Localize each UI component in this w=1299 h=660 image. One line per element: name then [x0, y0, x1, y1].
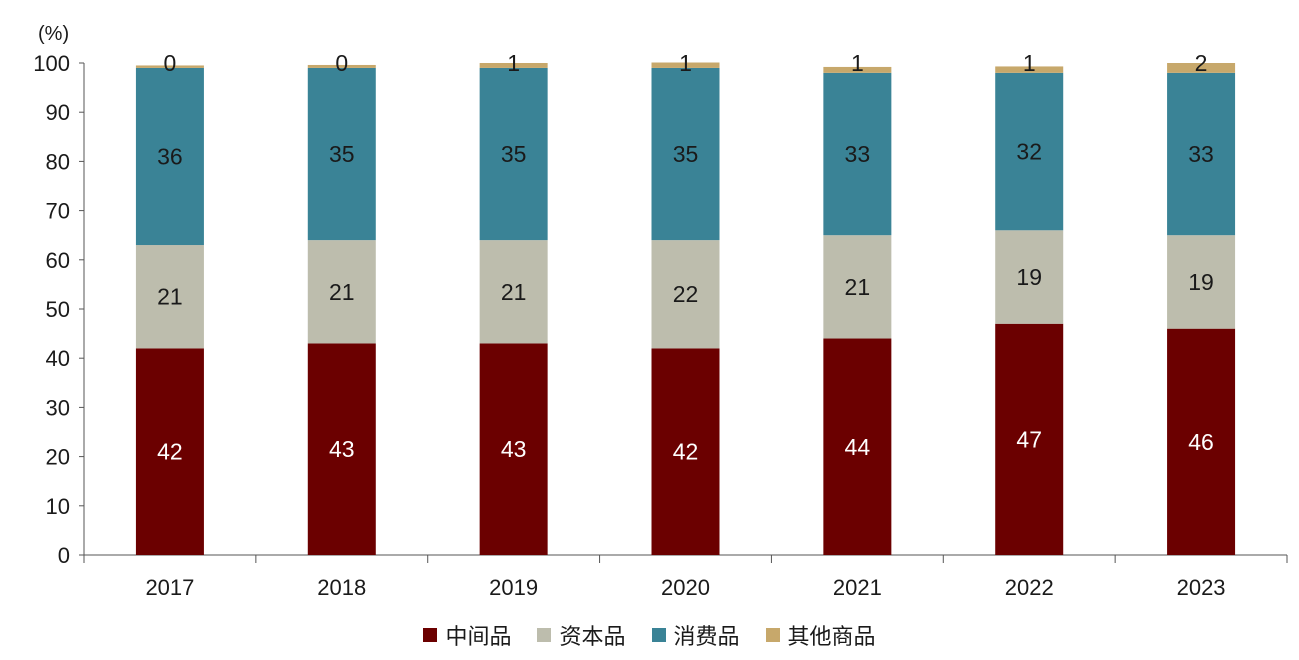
data-label: 1 — [851, 50, 864, 76]
bar-segment-4 — [135, 65, 204, 68]
x-tick-label: 2020 — [661, 575, 710, 600]
data-label: 19 — [1016, 264, 1042, 290]
y-tick-label: 60 — [46, 248, 70, 273]
data-label: 21 — [157, 284, 183, 310]
legend-label: 其他商品 — [787, 625, 876, 650]
legend: 中间品 资本品 消费品 其他商品 — [0, 618, 1299, 652]
y-axis-unit-label: (%) — [38, 23, 69, 45]
legend-swatch — [651, 628, 666, 642]
bars — [135, 62, 1236, 555]
legend-item: 其他商品 — [765, 619, 876, 651]
y-tick-label: 90 — [46, 100, 70, 125]
x-tick-label: 2021 — [833, 575, 882, 600]
legend-item: 消费品 — [651, 619, 740, 651]
data-label: 0 — [335, 50, 348, 76]
y-tick-label: 10 — [46, 494, 70, 519]
legend-swatch — [765, 628, 780, 642]
bar-segment-4 — [307, 64, 376, 68]
bar-segment-2 — [995, 230, 1064, 324]
data-labels: 4221360432135043213514222351442133147193… — [157, 50, 1214, 465]
bar-segment-4 — [1167, 63, 1236, 73]
data-label: 43 — [329, 436, 355, 462]
bar-segment-1 — [307, 343, 376, 555]
bar-segment-1 — [1167, 328, 1236, 555]
legend-label: 中间品 — [445, 625, 512, 650]
y-tick-label: 40 — [46, 346, 70, 371]
y-tick-label: 70 — [46, 199, 70, 224]
bar-segment-2 — [1167, 235, 1236, 329]
data-label: 35 — [329, 141, 355, 167]
bar-segment-4 — [479, 63, 548, 68]
bar-segment-4 — [995, 66, 1064, 73]
legend-label: 消费品 — [673, 625, 740, 650]
data-label: 1 — [507, 50, 520, 76]
data-label: 0 — [164, 50, 177, 76]
legend-swatch — [537, 628, 552, 642]
data-label: 33 — [845, 141, 871, 167]
y-tick-label: 80 — [46, 149, 70, 174]
bar-segment-2 — [307, 240, 376, 344]
bar-segment-3 — [823, 72, 892, 236]
data-label: 22 — [673, 281, 699, 307]
x-tick-label: 2022 — [1005, 575, 1054, 600]
bar-segment-1 — [995, 323, 1064, 555]
data-label: 33 — [1188, 141, 1214, 167]
data-label: 19 — [1188, 269, 1214, 295]
bar-segment-3 — [1167, 72, 1236, 236]
data-label: 35 — [501, 141, 527, 167]
data-label: 32 — [1016, 139, 1042, 165]
x-tick-label: 2019 — [489, 575, 538, 600]
bar-segment-4 — [823, 66, 892, 73]
data-label: 44 — [845, 434, 871, 460]
legend-item: 中间品 — [423, 619, 511, 651]
y-tick-label: 30 — [46, 395, 70, 420]
data-label: 43 — [501, 436, 527, 462]
legend-item: 资本品 — [537, 619, 626, 651]
data-label: 21 — [329, 279, 355, 305]
bar-segment-3 — [479, 67, 548, 241]
data-label: 1 — [679, 50, 692, 76]
bar-segment-2 — [651, 240, 720, 349]
x-tick-label: 2018 — [317, 575, 366, 600]
bar-segment-1 — [479, 343, 548, 555]
legend-label: 资本品 — [559, 625, 626, 650]
data-label: 2 — [1195, 50, 1208, 76]
bar-segment-3 — [651, 67, 720, 241]
y-tick-label: 0 — [58, 543, 70, 568]
data-label: 47 — [1016, 426, 1042, 452]
y-tick-label: 100 — [33, 51, 70, 76]
bar-segment-2 — [135, 245, 204, 349]
bar-segment-4 — [651, 62, 720, 68]
legend-swatch — [423, 628, 438, 642]
bar-segment-1 — [823, 338, 892, 555]
data-label: 21 — [845, 274, 871, 300]
bar-segment-3 — [135, 67, 204, 246]
bar-segment-2 — [479, 240, 548, 344]
bar-segment-3 — [995, 72, 1064, 231]
bar-segment-2 — [823, 235, 892, 339]
bar-segment-1 — [135, 348, 204, 555]
data-label: 35 — [673, 141, 699, 167]
x-tick-label: 2023 — [1177, 575, 1226, 600]
y-tick-label: 20 — [46, 445, 70, 470]
data-label: 21 — [501, 279, 527, 305]
y-tick-label: 50 — [46, 297, 70, 322]
data-label: 42 — [673, 439, 699, 465]
x-tick-label: 2017 — [145, 575, 194, 600]
bar-segment-1 — [651, 348, 720, 555]
data-label: 42 — [157, 439, 183, 465]
data-label: 1 — [1023, 50, 1036, 76]
data-label: 36 — [157, 143, 183, 169]
bar-segment-3 — [307, 67, 376, 241]
data-label: 46 — [1188, 429, 1214, 455]
